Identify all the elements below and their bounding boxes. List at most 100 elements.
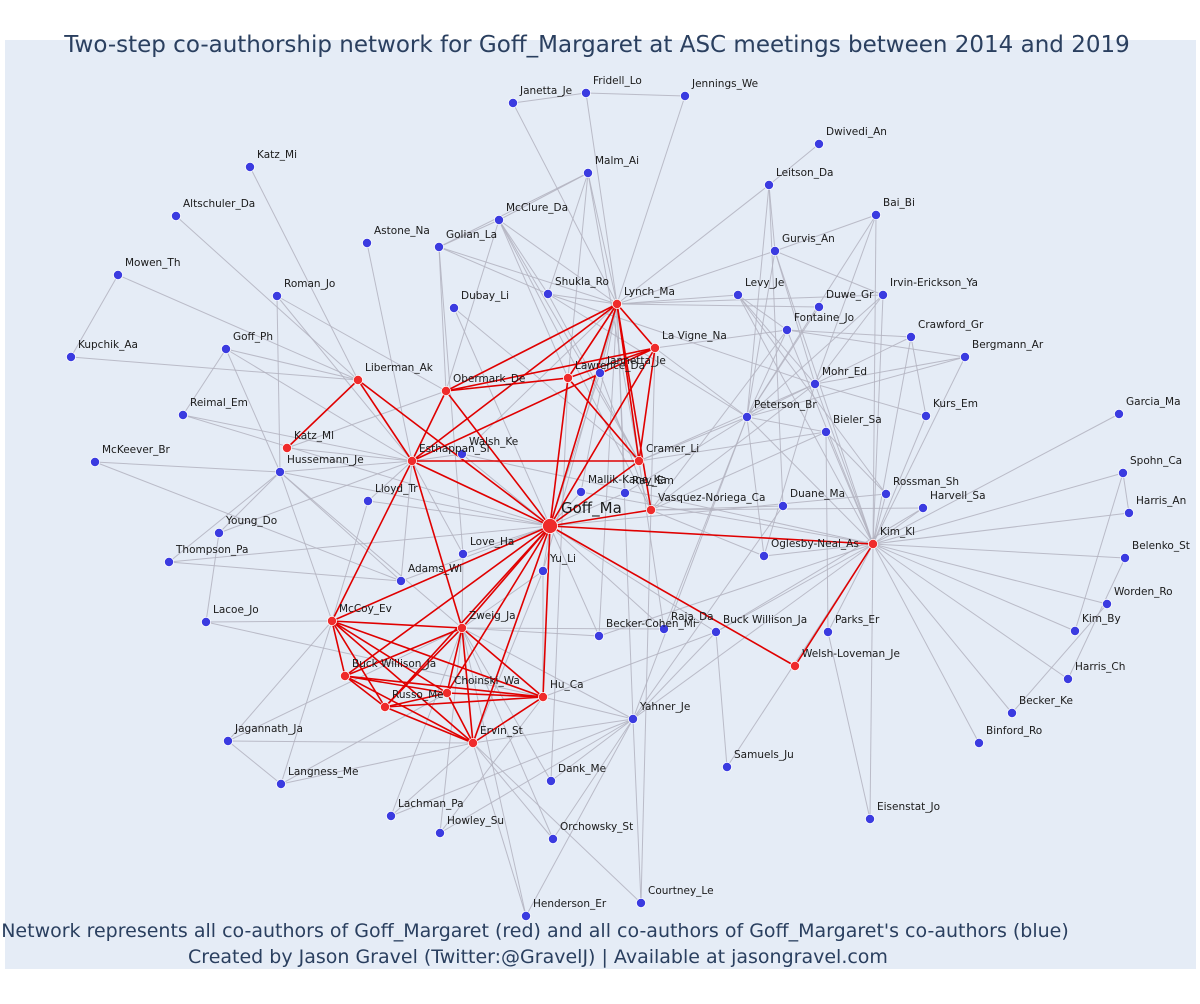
node-kim-by[interactable]	[1070, 626, 1081, 637]
node-roman-jo[interactable]	[271, 290, 282, 301]
node-becker-cohen-mi[interactable]	[594, 631, 605, 642]
node-mowen-th[interactable]	[113, 269, 124, 280]
node-orchowsky-st[interactable]	[548, 834, 559, 845]
node-mckeever-br[interactable]	[90, 456, 101, 467]
node-lynch-ma[interactable]	[612, 298, 623, 309]
node-kupchik-aa[interactable]	[66, 351, 77, 362]
node-harvell-sa[interactable]	[918, 502, 929, 513]
node-worden-ro[interactable]	[1102, 599, 1113, 610]
node-golian-la[interactable]	[433, 241, 444, 252]
node-adams-wi[interactable]	[395, 576, 406, 587]
node-binford-ro[interactable]	[974, 738, 985, 749]
node-lloyd-tr[interactable]	[362, 495, 373, 506]
node-eisenstat-jo[interactable]	[865, 814, 876, 825]
node-peterson-br[interactable]	[742, 411, 753, 422]
node-harris-an[interactable]	[1124, 507, 1135, 518]
node-malm-ai[interactable]	[583, 167, 594, 178]
node-obermark-de[interactable]	[440, 385, 451, 396]
node-vasquez-noriega-ca[interactable]	[646, 504, 657, 515]
node-rossman-sh[interactable]	[881, 488, 892, 499]
node-fontaine-jo[interactable]	[782, 324, 793, 335]
node-janetta-je[interactable]	[507, 98, 518, 109]
node-langness-me[interactable]	[275, 779, 286, 790]
node-mallik-kane-ka[interactable]	[576, 486, 587, 497]
node-courtney-le[interactable]	[636, 898, 647, 909]
node-samuels-ju[interactable]	[722, 762, 733, 773]
node-garcia-ma[interactable]	[1114, 408, 1125, 419]
node-dank-me[interactable]	[546, 776, 557, 787]
node-esthappan-sl[interactable]	[406, 455, 417, 466]
node-leitson-da[interactable]	[764, 179, 775, 190]
node-welsh-loveman-je[interactable]	[790, 661, 801, 672]
node-duane-ma[interactable]	[778, 500, 789, 511]
node-howley-su[interactable]	[434, 828, 445, 839]
node-irvin-erickson-ya[interactable]	[878, 289, 889, 300]
label-vasquez-noriega-ca: Vasquez-Noriega_Ca	[658, 492, 765, 504]
node-mcclure-da[interactable]	[493, 214, 504, 225]
node-goff-ph[interactable]	[220, 343, 231, 354]
node-katz-mi[interactable]	[244, 161, 255, 172]
label-lawrence-da: Lawrence_Da	[575, 360, 645, 372]
node-bieler-sa[interactable]	[821, 426, 832, 437]
node-spohn-ca[interactable]	[1118, 467, 1129, 478]
node-shukla-ro[interactable]	[543, 288, 554, 299]
node-crawford-gr[interactable]	[906, 331, 917, 342]
node-bergmann-ar[interactable]	[960, 351, 971, 362]
node-altschuler-da[interactable]	[170, 210, 181, 221]
label-garcia-ma: Garcia_Ma	[1126, 396, 1181, 408]
node-becker-ke[interactable]	[1007, 708, 1018, 719]
edge-love-ha--esthappan-sl	[411, 460, 464, 555]
node-love-ha[interactable]	[457, 549, 468, 560]
node-jannetta-je[interactable]	[595, 367, 606, 378]
node-thompson-pa[interactable]	[163, 557, 174, 568]
node-belenko-st[interactable]	[1120, 553, 1131, 564]
node-walsh-ke[interactable]	[456, 448, 467, 459]
node-zweig-ja[interactable]	[456, 623, 467, 634]
node-ervin-st[interactable]	[467, 738, 478, 749]
node-kim-kl[interactable]	[868, 539, 879, 550]
node-lacoe-jo[interactable]	[200, 617, 211, 628]
node-reimal-em[interactable]	[177, 409, 188, 420]
node-yu-li[interactable]	[538, 566, 549, 577]
node-cramer-li[interactable]	[634, 455, 645, 466]
node-ray-em[interactable]	[620, 487, 631, 498]
edge-becker-cohen-mi--kim-kl	[598, 543, 874, 637]
node-jennings-we[interactable]	[680, 91, 691, 102]
edge-parks-er--kim-kl	[827, 543, 874, 633]
edge-yahner-je--lynch-ma	[616, 303, 634, 720]
edge-dubay-li--goff-ma	[453, 307, 551, 527]
node-young-do[interactable]	[213, 528, 224, 539]
node-gurvis-an[interactable]	[770, 245, 781, 256]
node-hussemann-je[interactable]	[274, 466, 285, 477]
node-choinski-wa[interactable]	[441, 688, 452, 699]
node-dubay-li[interactable]	[448, 302, 459, 313]
node-parks-er[interactable]	[823, 627, 834, 638]
node-liberman-ak[interactable]	[352, 374, 363, 385]
node-levy-je[interactable]	[733, 289, 744, 300]
node-yahner-je[interactable]	[628, 714, 639, 725]
node-mohr-ed[interactable]	[810, 378, 821, 389]
node-buck-willison-ja[interactable]	[339, 671, 350, 682]
node-russo-me[interactable]	[379, 702, 390, 713]
edge-yu-li--zweig-ja	[461, 570, 544, 629]
node-henderson-er[interactable]	[521, 911, 532, 922]
node-jagannath-ja[interactable]	[222, 736, 233, 747]
node-oglesby-neal-as[interactable]	[759, 551, 770, 562]
node-duwe-gr[interactable]	[814, 301, 825, 312]
node-goff-ma[interactable]	[542, 518, 558, 534]
node-katz-ml[interactable]	[281, 442, 292, 453]
node-raja-da[interactable]	[659, 624, 670, 635]
node-lachman-pa[interactable]	[385, 811, 396, 822]
node-lawrence-da[interactable]	[563, 372, 574, 383]
node-dwivedi-an[interactable]	[814, 138, 825, 149]
node-hu-ca[interactable]	[538, 692, 549, 703]
node-buck-willison-ja2[interactable]	[711, 627, 722, 638]
node-harris-ch[interactable]	[1063, 674, 1074, 685]
node-fridell-lo[interactable]	[581, 88, 592, 99]
node-astone-na[interactable]	[361, 237, 372, 248]
node-mccoy-ev[interactable]	[326, 616, 337, 627]
node-bai-bi[interactable]	[871, 209, 882, 220]
node-la-vigne-na[interactable]	[650, 342, 661, 353]
label-adams-wi: Adams_Wi	[408, 563, 462, 575]
node-kurs-em[interactable]	[921, 410, 932, 421]
